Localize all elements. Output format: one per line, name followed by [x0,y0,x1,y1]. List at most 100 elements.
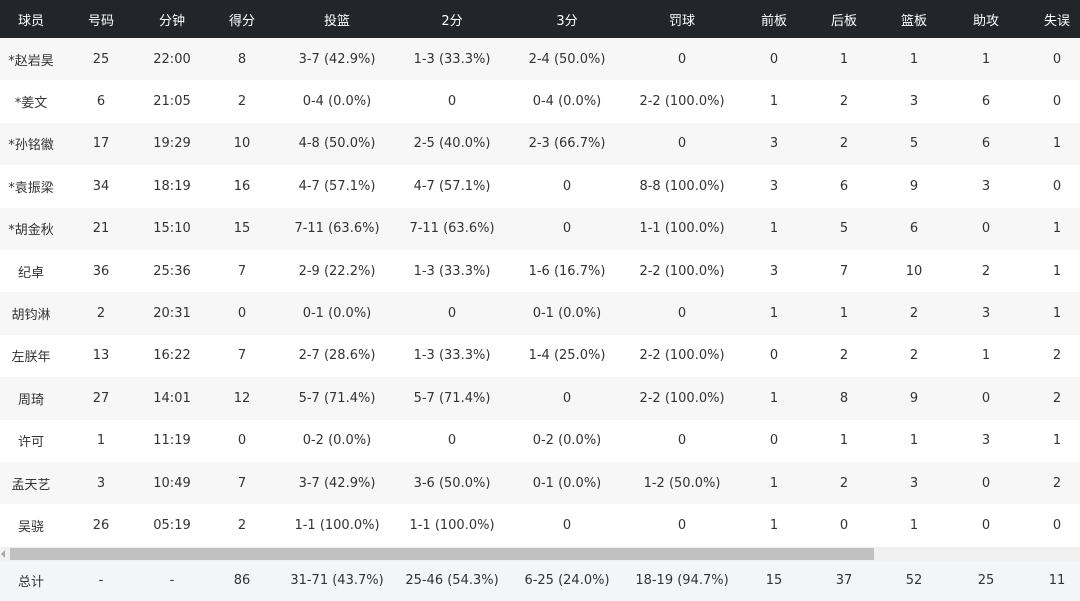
stat-cell: 0-2 (0.0%) [532,433,602,449]
stat-cell: 3 [909,475,919,491]
column-header: 得分 [228,13,255,29]
player-name: 许可 [17,435,44,451]
stat-cell: 6 [909,221,919,237]
stat-cell: 9 [909,178,919,194]
stat-cell: 1 [769,475,779,491]
column-header: 球员 [17,13,44,29]
stat-cell: 2 [839,348,849,364]
totals-cell: 15 [765,573,783,589]
table-row: 吴骁 26 05:19 2 1-1 (100.0%) 1-1 (100.0%) 0 0 1 0 1 0… [0,504,1080,547]
stat-cell: 2 [839,136,849,152]
stat-cell: 0 [981,390,991,406]
stat-cell: 4-7 (57.1%) [298,178,376,194]
stat-cell: 1-6 (16.7%) [528,263,606,279]
totals-cell: 31-71 (43.7%) [290,573,384,589]
column-header: 分钟 [158,13,185,29]
stat-cell: 1 [909,517,919,533]
stat-cell: 2-2 (100.0%) [639,263,725,279]
totals-cell: 37 [835,573,853,589]
stat-cell: 2-2 (100.0%) [639,94,725,110]
stat-cell: 2 [981,263,991,279]
stat-cell: 0 [981,221,991,237]
stat-cell: 3-6 (50.0%) [413,475,491,491]
stat-cell: 6 [839,178,849,194]
stat-cell: 0-4 (0.0%) [532,94,602,110]
stat-cell: 0 [769,433,779,449]
stat-cell: 10 [233,136,251,152]
stat-cell: 0 [677,433,687,449]
stat-cell: 1 [769,517,779,533]
stat-cell: 1-4 (25.0%) [528,348,606,364]
stat-cell: 16:22 [153,348,191,364]
stat-cell: 1-1 (100.0%) [294,517,380,533]
stat-cell: 3 [96,475,106,491]
stat-cell: 1-1 (100.0%) [409,517,495,533]
stat-cell: 3 [981,433,991,449]
stat-cell: 2-9 (22.2%) [298,263,376,279]
stat-cell: 0 [1052,178,1062,194]
stat-cell: 2 [909,348,919,364]
totals-cell: 25 [977,573,995,589]
stat-cell: 15:10 [153,221,191,237]
stat-cell: 36 [92,263,110,279]
stat-cell: 1 [1052,136,1062,152]
stat-cell: 2-7 (28.6%) [298,348,376,364]
stat-cell: 7-11 (63.6%) [294,221,380,237]
stat-cell: 1 [1052,221,1062,237]
table-row: 左朕年 13 16:22 7 2-7 (28.6%) 1-3 (33.3%) 1-4 (25… [0,334,1080,378]
player-name: *孙铭徽 [8,138,54,154]
stat-cell: 0-1 (0.0%) [302,306,372,322]
stat-cell: 1 [769,390,779,406]
stat-cell: 2 [1052,390,1062,406]
stat-cell: 14:01 [153,390,191,406]
stat-cell: 2 [909,306,919,322]
totals-cell: 25-46 (54.3%) [405,573,499,589]
scrollbar-thumb[interactable] [10,547,874,560]
table-row: *孙铭徽 17 19:29 10 4-8 (50.0%) 2-5 (40.0%) 2-3 (… [0,122,1080,166]
stat-cell: 0 [562,221,572,237]
table-row: *袁振梁 34 18:19 16 4-7 (57.1%) 4-7 (57.1%) 0 8-8 … [0,165,1080,208]
stat-cell: 0 [562,390,572,406]
stat-cell: 2 [839,94,849,110]
stat-cell: 2-4 (50.0%) [528,51,606,67]
column-header: 3分 [556,13,578,29]
stat-cell: 22:00 [153,51,191,67]
stat-cell: 3 [909,94,919,110]
stat-cell: 2 [1052,475,1062,491]
stat-cell: 8 [237,51,247,67]
player-name: *赵岩昊 [8,53,54,69]
stat-cell: 0 [1052,94,1062,110]
stat-cell: 1 [981,51,991,67]
scroll-left-arrow-icon[interactable] [1,549,5,558]
table-row: *胡金秋 21 15:10 15 7-11 (63.6%) 7-11 (63.6%) 0 1-… [0,207,1080,250]
stat-cell: 8-8 (100.0%) [639,178,725,194]
stat-cell: 2-2 (100.0%) [639,390,725,406]
stat-cell: 2 [839,475,849,491]
table-row: 胡钧淋 2 20:31 0 0-1 (0.0%) 0 0-1 (0.0%) 0 1 1 2 3 1 [0,292,1080,335]
stat-cell: 7 [237,263,247,279]
stat-cell: 1 [769,94,779,110]
stat-cell: 0-4 (0.0%) [302,94,372,110]
stat-cell: 10 [905,263,923,279]
totals-label: 总计 [17,575,44,591]
horizontal-scrollbar[interactable] [0,546,1080,561]
stat-cell: 7-11 (63.6%) [409,221,495,237]
player-name: *袁振梁 [8,180,54,196]
stat-cell: 0 [237,306,247,322]
table-row: *姜文 6 21:05 2 0-4 (0.0%) 0 0-4 (0.0%) 2-2 (100.… [0,80,1080,123]
totals-cell: 11 [1048,573,1066,589]
table-row: 许可 1 11:19 0 0-2 (0.0%) 0 0-2 (0.0%) 0 0 1 1 3 1 [0,419,1080,462]
totals-cell: - [169,573,175,589]
column-header: 投篮 [323,13,350,29]
player-name: 胡钧淋 [11,308,51,324]
stat-cell: 1 [839,51,849,67]
stat-cell: 15 [233,221,251,237]
stat-cell: 05:19 [153,517,191,533]
stat-cell: 1-2 (50.0%) [643,475,721,491]
stat-cell: 0 [447,94,457,110]
table-row: 纪卓 36 25:36 7 2-9 (22.2%) 1-3 (33.3%) 1-6 (16.… [0,249,1080,293]
stat-cell: 8 [839,390,849,406]
stat-cell: 3-7 (42.9%) [298,475,376,491]
totals-cell: 52 [905,573,923,589]
stat-cell: 2 [1052,348,1062,364]
